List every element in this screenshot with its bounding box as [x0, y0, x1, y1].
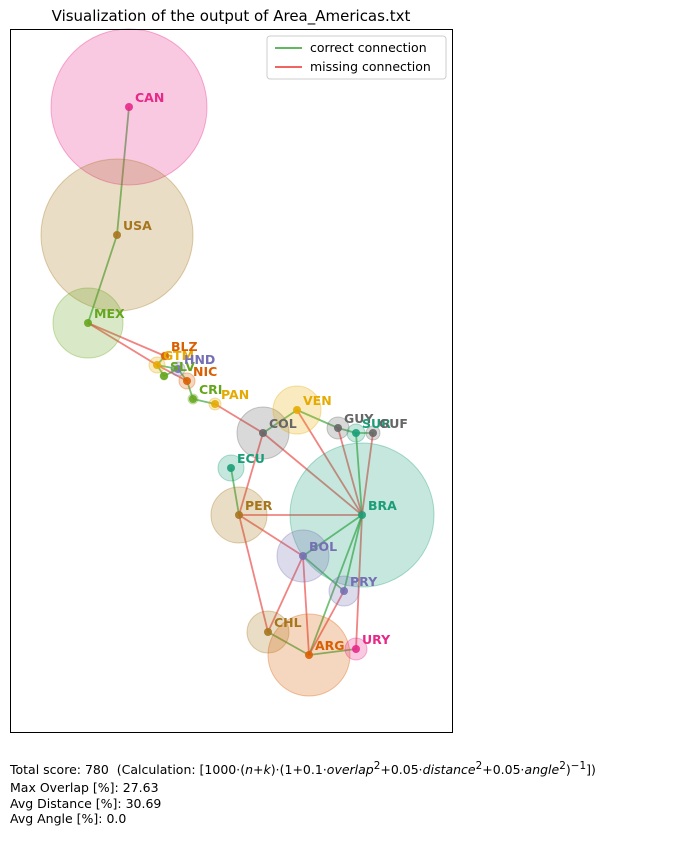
label-bra: BRA	[368, 498, 397, 513]
country-area-discs	[40, 28, 435, 697]
label-col: COL	[269, 416, 297, 431]
label-guf: GUF	[379, 416, 408, 431]
label-bol: BOL	[309, 539, 337, 554]
label-per: PER	[245, 498, 273, 513]
label-pry: PRY	[350, 574, 378, 589]
avg-angle-line: Avg Angle [%]: 0.0	[10, 811, 127, 826]
center-dot-arg	[305, 651, 313, 659]
missing-connection-gtm-nic	[156, 364, 188, 382]
missing-connection-per-chl	[238, 514, 269, 633]
center-dot-bol	[299, 552, 307, 560]
correct-connection-bra-arg	[308, 514, 363, 656]
label-arg: ARG	[315, 638, 345, 653]
missing-connection-bol-arg	[302, 555, 310, 656]
legend-correct-label: correct connection	[310, 40, 427, 55]
formula-angle: angle	[524, 762, 560, 778]
country-center-dots	[84, 103, 377, 659]
label-ury: URY	[362, 632, 391, 647]
center-dot-blz	[161, 352, 169, 360]
formula-overlap: overlap	[326, 762, 374, 778]
label-ecu: ECU	[237, 451, 265, 466]
correct-connection-col-ven	[262, 409, 298, 434]
label-hnd: HND	[184, 352, 215, 367]
correct-connection-bol-pry	[302, 555, 345, 592]
formula-text: (Calculation: [1000⋅(n+k)⋅(1+0.1⋅overlap…	[116, 760, 596, 778]
center-dot-gtm	[153, 361, 161, 369]
legend-missing-label: missing connection	[310, 59, 431, 74]
max-overlap-line: Max Overlap [%]: 27.63	[10, 780, 159, 795]
center-dot-nic	[183, 377, 191, 385]
label-sur: SUR	[362, 416, 391, 431]
label-blz: BLZ	[171, 339, 198, 354]
correct-connection-bra-bol	[302, 514, 363, 557]
center-dot-pan	[211, 400, 219, 408]
missing-connection-pan-col	[214, 403, 264, 434]
center-dot-per	[235, 511, 243, 519]
label-nic: NIC	[193, 364, 217, 379]
center-dot-usa	[113, 231, 121, 239]
label-cri: CRI	[199, 382, 222, 397]
missing-connection-col-bra	[262, 432, 363, 516]
legend: correct connection missing connection	[266, 35, 447, 80]
missing-connection-lines	[87, 322, 374, 656]
label-chl: CHL	[274, 615, 302, 630]
center-dot-sur	[352, 429, 360, 437]
missing-connection-bol-chl	[267, 555, 304, 633]
formula-distance: distance	[422, 762, 476, 778]
center-dot-mex	[84, 319, 92, 327]
center-dot-ven	[293, 406, 301, 414]
center-dot-ury	[352, 645, 360, 653]
label-can: CAN	[135, 90, 164, 105]
missing-connection-per-bol	[238, 514, 304, 557]
center-dot-hnd	[174, 365, 182, 373]
correct-connection-sur-bra	[355, 432, 363, 516]
missing-connection-ven-bra	[296, 409, 363, 516]
correct-connection-bra-pry	[343, 514, 363, 592]
avg-distance-line: Avg Distance [%]: 30.69	[10, 796, 162, 811]
correct-connection-ecu-per	[230, 467, 240, 516]
center-dot-cri	[189, 395, 197, 403]
missing-connection-mex-gtm	[87, 322, 158, 366]
missing-connection-guy-bra	[337, 427, 363, 516]
center-dot-guy	[334, 424, 342, 432]
center-dot-pry	[340, 587, 348, 595]
formula-k: k	[263, 762, 271, 778]
label-ven: VEN	[303, 393, 332, 408]
center-dot-col	[259, 429, 267, 437]
missing-connection-mex-blz	[87, 322, 166, 357]
label-slv: SLV	[170, 359, 195, 374]
label-guy: GUY	[344, 411, 374, 426]
correct-connection-arg-ury	[308, 648, 357, 656]
label-gtm: GTM	[163, 348, 194, 363]
missing-connection-ury-bra	[355, 514, 363, 650]
formula-n: n	[245, 762, 254, 778]
correct-connection-usa-mex	[87, 234, 118, 324]
correct-connection-can-usa	[116, 106, 130, 236]
missing-connection-pry-arg	[308, 590, 345, 656]
score-text: Total score: 780	[10, 762, 109, 778]
center-dot-ecu	[227, 464, 235, 472]
label-pan: PAN	[221, 387, 249, 402]
legend-box	[266, 35, 447, 80]
missing-connection-col-per	[238, 432, 264, 516]
correct-connection-ven-guy	[296, 409, 339, 429]
center-dot-can	[125, 103, 133, 111]
formula-prefix: (Calculation: [1000	[116, 762, 237, 778]
chart-title: Visualization of the output of Area_Amer…	[51, 7, 411, 25]
plot-frame	[10, 29, 453, 733]
label-mex: MEX	[94, 306, 125, 321]
correct-connection-chl-arg	[267, 631, 310, 656]
center-dot-bra	[358, 511, 366, 519]
center-dot-guf	[369, 429, 377, 437]
score-line: Total score: 780 (Calculation: [1000⋅(n+…	[10, 760, 596, 777]
center-dot-slv	[160, 372, 168, 380]
center-dot-chl	[264, 628, 272, 636]
label-usa: USA	[123, 218, 152, 233]
missing-connection-guf-bra	[361, 432, 374, 516]
